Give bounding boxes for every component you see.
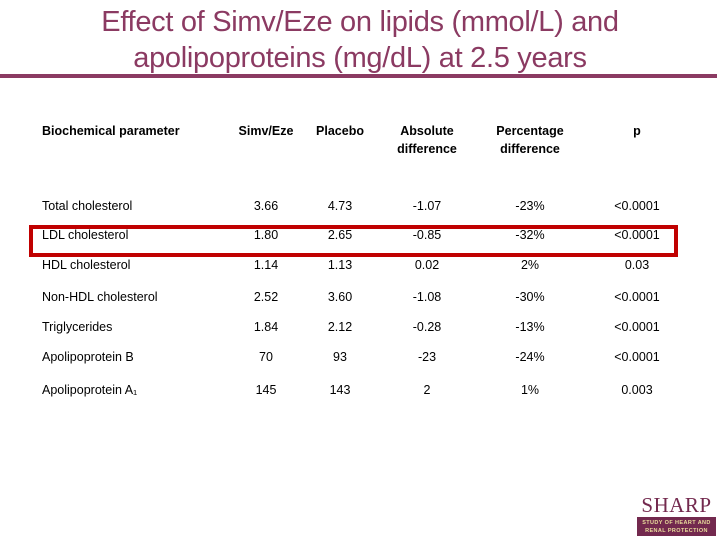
cell-p-value: 0.03 xyxy=(624,258,650,272)
cell-p-value: <0.0001 xyxy=(614,350,660,364)
cell-placebo: 143 xyxy=(329,383,351,397)
cell-absolute-difference: 2 xyxy=(423,383,431,397)
cell-p-value: <0.0001 xyxy=(614,227,660,242)
row-label: Non-HDL cholesterol xyxy=(42,289,158,304)
cell-p-value: <0.0001 xyxy=(614,199,660,213)
row-label: Apolipoprotein B xyxy=(42,350,134,364)
sharp-logo-subtitle: STUDY OF HEART AND RENAL PROTECTION xyxy=(637,517,716,536)
cell-simv-eze: 3.66 xyxy=(253,199,279,213)
slide-title-line2: apolipoproteins (mg/dL) at 2.5 years xyxy=(133,42,587,74)
cell-absolute-difference: -0.28 xyxy=(412,319,442,334)
row-label: Apolipoprotein A₁ xyxy=(42,383,138,397)
cell-absolute-difference: 0.02 xyxy=(414,258,440,272)
ldl-row-highlight-box xyxy=(29,225,678,257)
sharp-logo-subtitle-line1: STUDY OF HEART AND xyxy=(642,520,711,526)
cell-percentage-difference: -32% xyxy=(515,227,545,242)
cell-simv-eze: 1.84 xyxy=(253,319,279,334)
cell-percentage-difference: 1% xyxy=(520,383,540,397)
col-header-simv-eze: Simv/Eze xyxy=(238,124,294,138)
cell-absolute-difference: -0.85 xyxy=(412,227,442,242)
sharp-logo: SHARP STUDY OF HEART AND RENAL PROTECTIO… xyxy=(637,493,716,536)
lipids-table: Biochemical parameter Simv/Eze Placebo A… xyxy=(42,118,694,407)
cell-simv-eze: 145 xyxy=(255,383,277,397)
row-label: Total cholesterol xyxy=(42,199,133,213)
cell-placebo: 2.12 xyxy=(327,319,353,334)
col-header-absolute-difference: Absolute difference xyxy=(397,124,457,156)
title-underline xyxy=(0,74,717,78)
sharp-logo-subtitle-line2: RENAL PROTECTION xyxy=(645,528,708,534)
cell-placebo: 3.60 xyxy=(327,289,353,304)
cell-simv-eze: 70 xyxy=(259,350,273,364)
row-label: HDL cholesterol xyxy=(42,258,131,272)
cell-absolute-difference: -1.07 xyxy=(412,199,442,213)
row-label: Triglycerides xyxy=(42,319,113,334)
sharp-logo-wordmark: SHARP xyxy=(641,493,712,517)
cell-simv-eze: 1.80 xyxy=(253,227,279,242)
cell-absolute-difference: -1.08 xyxy=(412,289,442,304)
cell-placebo: 93 xyxy=(333,350,347,364)
cell-percentage-difference: 2% xyxy=(520,258,540,272)
cell-percentage-difference: -13% xyxy=(515,319,545,334)
cell-percentage-difference: -24% xyxy=(515,350,545,364)
cell-placebo: 4.73 xyxy=(327,199,353,213)
cell-p-value: <0.0001 xyxy=(614,319,660,334)
cell-simv-eze: 2.52 xyxy=(253,289,279,304)
col-header-placebo: Placebo xyxy=(316,124,364,138)
cell-percentage-difference: -23% xyxy=(515,199,545,213)
cell-absolute-difference: -23 xyxy=(417,350,437,364)
cell-placebo: 1.13 xyxy=(327,258,353,272)
row-label: LDL cholesterol xyxy=(42,227,129,242)
col-header-percentage-difference: Percentage difference xyxy=(496,124,564,156)
cell-p-value: 0.003 xyxy=(621,383,653,397)
cell-p-value: <0.0001 xyxy=(614,289,660,304)
cell-placebo: 2.65 xyxy=(327,227,353,242)
slide-title-line1: Effect of Simv/Eze on lipids (mmol/L) an… xyxy=(101,6,619,38)
col-header-biochemical-parameter: Biochemical parameter xyxy=(42,124,180,138)
col-header-p: p xyxy=(633,124,641,138)
slide-title: Effect of Simv/Eze on lipids (mmol/L) an… xyxy=(0,4,720,76)
cell-simv-eze: 1.14 xyxy=(253,258,279,272)
cell-percentage-difference: -30% xyxy=(515,289,545,304)
